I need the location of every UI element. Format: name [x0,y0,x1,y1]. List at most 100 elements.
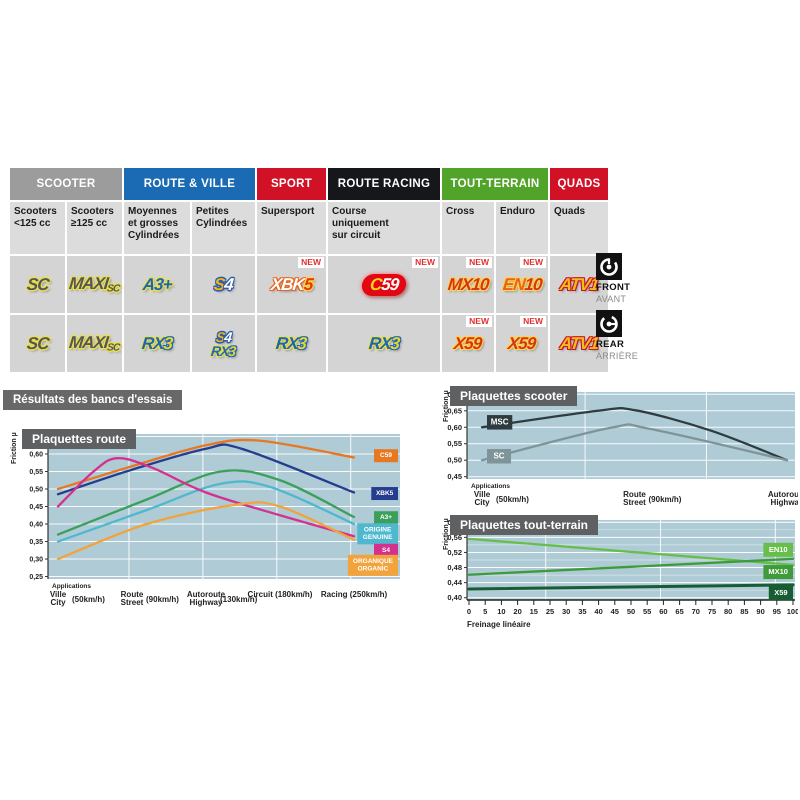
svg-text:0,45: 0,45 [447,472,462,481]
new-badge: NEW [466,316,492,327]
product-badge-rx3: RX3 [275,334,308,353]
front-sublabel: AVANT [596,294,627,304]
product-badge-rx3: RX3 [210,342,237,359]
product-badge-rx3: RX3 [140,334,174,353]
table-cell-rear: SC [10,315,65,372]
svg-text:Friction µ: Friction µ [11,432,18,464]
svg-text:Applications: Applications [52,583,91,590]
series-label-msc: MSC [491,418,509,427]
product-badge-maxisc: MAXISC [68,332,120,354]
offroad-chart-title: Plaquettes tout-terrain [450,515,599,535]
series-label-s4: S4 [382,547,390,554]
group-header-route-racing: ROUTE RACING [328,168,440,200]
rear-axle-legend: REAR ARRIÈRE [596,310,656,361]
product-badge-a3: A3+ [141,275,173,294]
svg-text:(130km/h): (130km/h) [220,595,258,604]
column-header: Enduro [496,202,548,254]
svg-text:10: 10 [497,607,505,616]
svg-text:0,65: 0,65 [447,406,462,415]
table-cell-rear: S4 RX3 [192,315,255,372]
series-line-mx10 [467,557,795,576]
svg-text:55: 55 [643,607,651,616]
svg-text:40: 40 [594,607,602,616]
product-badge-s4: S4 [215,328,232,345]
table-cell-rear: NEW X59 [496,315,548,372]
route-chart-svg: 0,650,600,550,500,450,400,350,300,25Fric… [11,432,400,607]
product-badge-rx3: RX3 [367,334,401,353]
table-cell-front: NEW XBK5 [257,256,326,313]
column-header: Quads [550,202,608,254]
svg-text:0,45: 0,45 [29,504,43,511]
svg-text:25: 25 [546,607,554,616]
table-cell-rear: RX3 [257,315,326,372]
svg-text:(50km/h): (50km/h) [496,495,529,504]
series-label-sc: SC [493,452,504,461]
svg-text:45: 45 [611,607,619,616]
series-label-organique-organic: ORGANIQUE ORGANIC [353,558,394,573]
application-table: SCOOTER ROUTE & VILLE SPORT ROUTE RACING TOU… [10,168,608,372]
table-cell-rear: NEW X59 [442,315,494,372]
series-line-xbk5 [56,443,356,496]
table-cell-rear: RX3 [328,315,440,372]
column-header: Petites Cylindrées [192,202,255,254]
group-header-scooter: SCOOTER [10,168,122,200]
svg-text:70: 70 [692,607,700,616]
column-header: Scooters ≥125 cc [67,202,122,254]
table-cell-front: A3+ [124,256,190,313]
svg-text:90: 90 [756,607,764,616]
column-header: Cross [442,202,494,254]
product-badge-sc: SC [25,275,50,294]
svg-text:0,56: 0,56 [447,533,462,542]
svg-text:0,60: 0,60 [29,451,43,458]
front-brake-disc-icon [596,253,622,280]
svg-text:0,52: 0,52 [447,548,462,557]
front-label: FRONT [596,282,631,293]
offroad-pads-chart: Plaquettes tout-terrain 0,600,560,520,48… [440,512,799,640]
series-line-c59 [56,438,356,491]
svg-text:Applications: Applications [471,483,510,490]
series-line-x59 [467,583,795,591]
column-header: Course uniquement sur circuit [328,202,440,254]
svg-text:Circuit (180km/h): Circuit (180km/h) [248,590,313,599]
new-badge: NEW [520,316,546,327]
series-label-a3-: A3+ [380,514,392,521]
new-badge: NEW [466,257,492,268]
group-header-tout-terrain: TOUT-TERRAIN [442,168,548,200]
svg-text:95: 95 [773,607,781,616]
svg-text:100: 100 [787,607,798,616]
svg-text:60: 60 [659,607,667,616]
svg-text:85: 85 [740,607,748,616]
table-cell-front: SC [10,256,65,313]
table-cell-front: NEW C59 [328,256,440,313]
column-header: Supersport [257,202,326,254]
svg-text:Friction µ: Friction µ [443,518,450,550]
svg-text:0,35: 0,35 [29,539,43,546]
product-badge-xbk5: XBK5 [269,275,314,294]
table-cell-rear: RX3 [124,315,190,372]
series-label-origine-genuine: ORIGINE GENUINE [363,526,393,541]
svg-text:0,60: 0,60 [447,423,462,432]
table-cell-front: NEW MX10 [442,256,494,313]
product-badge-x59: X59 [507,334,537,353]
rear-label: REAR [596,339,625,350]
svg-text:Freinage linéaire: Freinage linéaire [467,620,531,629]
svg-text:0,48: 0,48 [447,563,462,572]
product-badge-s4: S4 [213,275,234,294]
series-label-xbk5: XBK5 [376,490,394,497]
series-line-sc [480,423,789,462]
svg-text:0,30: 0,30 [29,557,43,564]
table-cell-front: MAXISC [67,256,122,313]
svg-text:Racing (250km/h): Racing (250km/h) [321,590,388,599]
svg-text:65: 65 [675,607,683,616]
series-line-s4 [56,457,356,538]
svg-text:80: 80 [724,607,732,616]
svg-text:(90km/h): (90km/h) [146,595,179,604]
series-line-a3- [56,469,356,536]
column-header: Moyennes et grosses Cylindrées [124,202,190,254]
rear-sublabel: ARRIÈRE [596,351,639,361]
route-chart-title: Plaquettes route [22,429,137,449]
product-badge-atv1: ATV1 [558,275,600,294]
